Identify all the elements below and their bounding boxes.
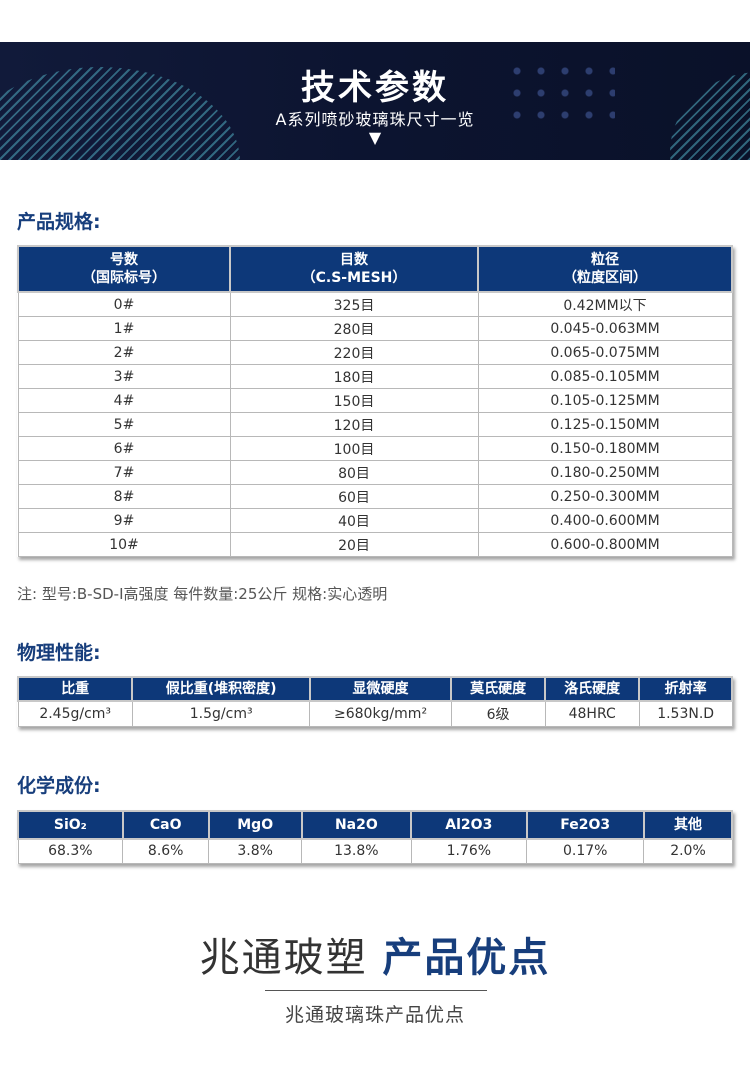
header-cell: 假比重(堆积密度) [131,676,311,702]
banner-subtitle: A系列喷砂玻璃珠尺寸一览 [275,110,475,129]
header-cell: MgO [207,810,303,840]
header-cell: 折射率 [638,676,733,702]
table-cell: 0.125-0.150MM [477,412,733,437]
table-cell: 0.105-0.125MM [477,388,733,413]
table-cell: 60目 [229,484,479,509]
dot-decoration [505,60,615,120]
table-cell: 6级 [450,700,546,727]
table-cell: 13.8% [301,838,412,864]
header-cell: 洛氏硬度 [544,676,641,702]
table-cell: 1# [17,316,231,341]
section-title-chemical: 化学成份: [17,775,101,797]
spec-note: 注: 型号:B-SD-I高强度 每件数量:25公斤 规格:实心透明 [17,585,388,603]
table-cell: 0.085-0.105MM [477,364,733,389]
header-cell: Al2O3 [410,810,528,840]
table-cell: 80目 [229,460,479,485]
banner-title: 技术参数 [301,68,449,108]
spec-table: 号数 （国际标号） 目数 （C.S-MESH） 粒径 （粒度区间） 0# 325目 0.4… [17,245,733,557]
header-cell: 莫氏硬度 [450,676,547,702]
table-cell: 2.45g/cm³ [17,700,133,727]
header-cell: 比重 [16,676,134,702]
table-cell: 6# [17,436,231,461]
table-cell: 120目 [229,412,479,437]
table-cell: ≥680kg/mm² [309,700,452,727]
table-cell: 7# [17,460,231,485]
advantages-heading: 兆通玻塑 产品优点 [199,935,551,981]
table-cell: 9# [17,508,231,533]
table-cell: 280目 [229,316,479,341]
table-cell: 48HRC [544,700,640,727]
header-cell: SiO₂ [17,810,124,840]
table-cell: 0.42MM以下 [477,291,733,317]
table-row: 4# 150目 0.105-0.125MM [17,388,733,413]
table-cell: 20目 [229,532,479,557]
table-cell: 4# [17,388,231,413]
table-row: 10# 20目 0.600-0.800MM [17,532,733,557]
table-cell: 40目 [229,508,479,533]
table-cell: 8.6% [122,838,210,864]
header-cell: 其他 [642,810,734,840]
table-row: 7# 80目 0.180-0.250MM [17,460,733,485]
table-cell: 1.5g/cm³ [131,700,311,727]
banner: 技术参数 A系列喷砂玻璃珠尺寸一览 ▼ [0,42,750,160]
table-cell: 0.180-0.250MM [477,460,733,485]
advantages-subtitle: 兆通玻璃珠产品优点 [284,1004,465,1026]
table-cell: 100目 [229,436,479,461]
table-row: 1# 280目 0.045-0.063MM [17,316,733,341]
table-cell: 5# [17,412,231,437]
divider [265,990,487,991]
header-cell: CaO [121,810,210,840]
arrow-down-icon: ▼ [368,128,382,147]
table-cell: 0.600-0.800MM [477,532,733,557]
header-cell: 号数 （国际标号） [17,245,231,293]
header-cell: Fe2O3 [525,810,645,840]
table-row: 0# 325目 0.42MM以下 [17,291,733,317]
table-row: 9# 40目 0.400-0.600MM [17,508,733,533]
chemical-table: SiO₂ CaO MgO Na2O Al2O3 Fe2O3 其他 68.3% 8.6% 3.8%… [17,810,734,864]
table-cell: 8# [17,484,231,509]
table-cell: 2.0% [643,838,733,864]
table-row: 8# 60目 0.250-0.300MM [17,484,733,509]
table-cell: 3.8% [208,838,303,864]
table-cell: 68.3% [17,838,124,864]
table-row: 3# 180目 0.085-0.105MM [17,364,733,389]
table-cell: 0.250-0.300MM [477,484,733,509]
table-cell: 1.53N.D [638,700,733,727]
header-cell: 显微硬度 [308,676,453,702]
table-cell: 325目 [229,291,479,317]
section-title-physical: 物理性能: [17,642,101,664]
section-title-spec: 产品规格: [17,211,101,233]
table-cell: 220目 [229,340,479,365]
header-cell: 粒径 （粒度区间） [477,245,733,293]
table-cell: 0.17% [526,838,645,864]
table-row: 2# 220目 0.065-0.075MM [17,340,733,365]
table-cell: 10# [17,532,231,557]
header-cell: 目数 （C.S-MESH） [229,245,479,293]
physical-table: 比重 假比重(堆积密度) 显微硬度 莫氏硬度 洛氏硬度 折射率 2.45g/cm³ 1.5g… [16,676,733,727]
table-row: 5# 120目 0.125-0.150MM [17,412,733,437]
table-cell: 150目 [229,388,479,413]
table-cell: 0.065-0.075MM [477,340,733,365]
table-cell: 3# [17,364,231,389]
table-cell: 1.76% [410,838,528,864]
table-row: 6# 100目 0.150-0.180MM [17,436,733,461]
table-cell: 0.400-0.600MM [477,508,733,533]
table-cell: 180目 [229,364,479,389]
table-cell: 0.150-0.180MM [477,436,733,461]
header-cell: Na2O [300,810,413,840]
table-cell: 0# [17,291,231,317]
table-cell: 0.045-0.063MM [477,316,733,341]
table-cell: 2# [17,340,231,365]
